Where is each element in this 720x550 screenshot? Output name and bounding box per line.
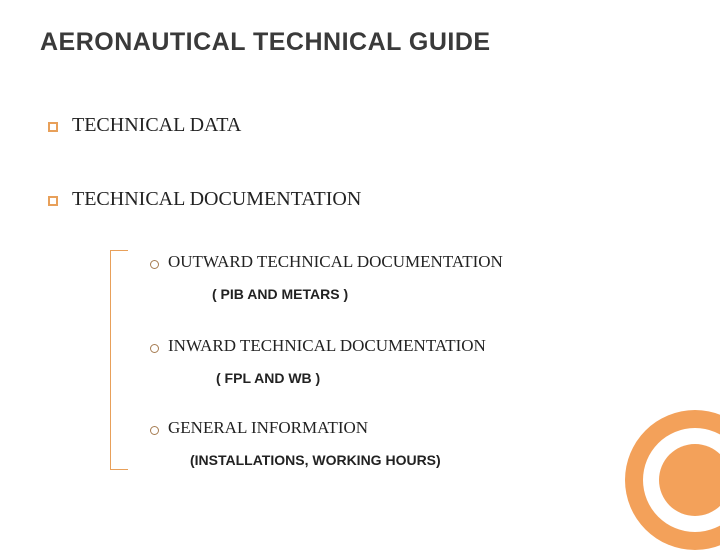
sub-item: GENERAL INFORMATION <box>168 418 368 438</box>
sub-item: INWARD TECHNICAL DOCUMENTATION <box>168 336 486 356</box>
list-item: TECHNICAL DATA <box>72 114 241 137</box>
page-title: AERONAUTICAL TECHNICAL GUIDE <box>40 28 491 57</box>
sub-item: OUTWARD TECHNICAL DOCUMENTATION <box>168 252 503 272</box>
sub-item-detail: ( PIB AND METARS ) <box>212 286 348 302</box>
square-bullet-icon <box>48 196 58 206</box>
bracket-icon <box>110 250 128 470</box>
list-item: TECHNICAL DOCUMENTATION <box>72 188 361 211</box>
circle-bullet-icon <box>150 260 159 269</box>
sub-item-detail: (INSTALLATIONS, WORKING HOURS) <box>190 452 441 468</box>
square-bullet-icon <box>48 122 58 132</box>
sub-item-detail: ( FPL AND WB ) <box>216 370 320 386</box>
circle-bullet-icon <box>150 344 159 353</box>
circle-bullet-icon <box>150 426 159 435</box>
